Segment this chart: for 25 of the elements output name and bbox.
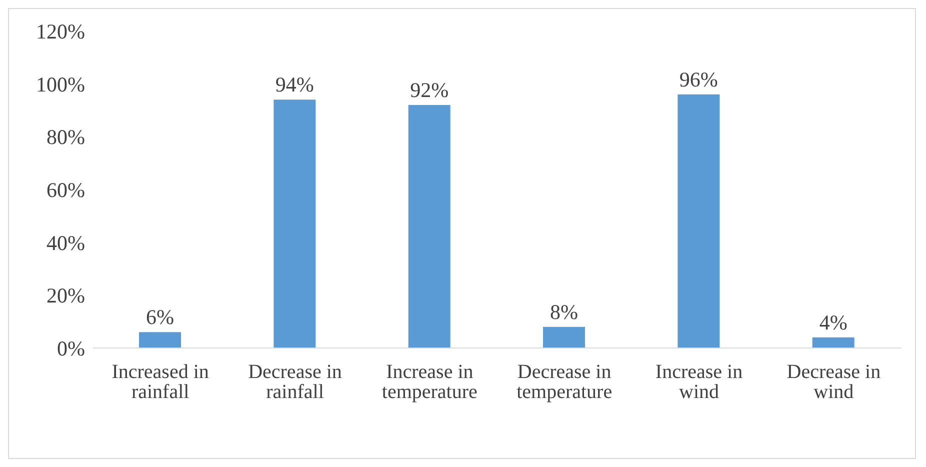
bar [678,94,720,348]
y-tick-label: 80% [46,125,85,150]
y-tick-label: 40% [46,230,85,255]
data-label: 4% [819,310,848,334]
bar [408,104,450,348]
data-label: 8% [550,300,578,324]
data-label: 6% [146,305,174,330]
bar [812,337,854,348]
y-tick-label: 20% [46,284,85,308]
y-tick-label: 60% [46,178,85,202]
data-label: 94% [275,72,314,97]
y-tick-label: 100% [36,72,85,96]
x-tick-label: Increase in temperature [382,361,478,404]
x-tick-label: Decrease in wind [786,361,881,404]
bar [274,100,316,348]
y-tick-label: 0% [57,336,85,360]
x-tick-label: Decrease in rainfall [248,361,342,404]
x-tick-label: Increased in rainfall [112,361,209,404]
x-tick-label: Decrease in temperature [516,361,612,404]
x-tick-label: Increase in wind [655,361,743,404]
bar [543,326,585,348]
data-label: 96% [679,67,718,92]
y-tick-label: 120% [36,19,85,44]
data-label: 92% [410,78,449,102]
bar [139,332,181,348]
